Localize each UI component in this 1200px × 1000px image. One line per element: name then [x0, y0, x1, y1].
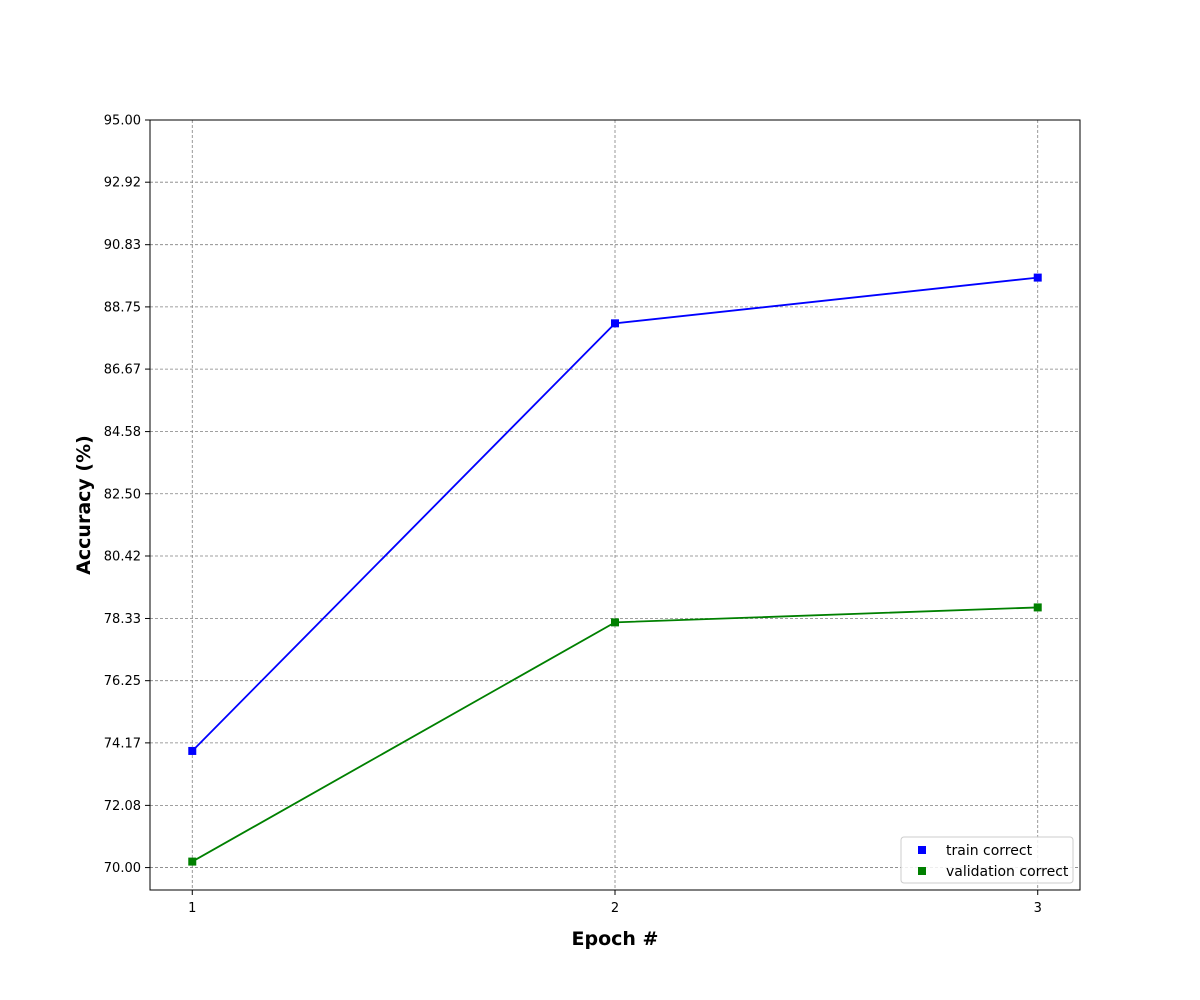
legend-item: train correct — [918, 843, 1033, 859]
data-point — [188, 857, 197, 866]
legend-marker — [918, 846, 926, 854]
x-tick-label: 2 — [611, 901, 619, 916]
y-tick-label: 76.25 — [104, 674, 141, 689]
series-1 — [188, 603, 1042, 866]
x-tick-label: 3 — [1034, 901, 1042, 916]
y-tick-label: 90.83 — [104, 238, 141, 253]
legend-item: validation correct — [918, 864, 1069, 880]
y-axis: 70.00 72.08 74.17 76.25 78.33 80.42 82.50 84.58… — [104, 114, 150, 876]
series-layer — [188, 273, 1042, 866]
legend-marker — [918, 867, 926, 875]
data-point — [611, 618, 619, 627]
legend-box — [900, 836, 1074, 884]
x-axis: 1 2 3 — [188, 890, 1042, 916]
legend: train correct validation correct — [900, 836, 1074, 884]
data-point — [1033, 273, 1042, 282]
data-point — [611, 319, 619, 328]
legend-label: validation correct — [946, 864, 1069, 880]
x-axis-label: Epoch # — [572, 928, 659, 950]
legend-label: train correct — [946, 843, 1033, 859]
y-tick-label: 92.92 — [104, 176, 141, 191]
y-tick-label: 88.75 — [104, 300, 141, 315]
y-tick-label: 86.67 — [104, 363, 141, 378]
y-axis-label: Accuracy (%) — [73, 435, 95, 575]
x-tick-label: 1 — [188, 901, 196, 916]
data-point — [1033, 603, 1042, 612]
data-point — [188, 746, 197, 755]
y-tick-label: 82.50 — [104, 487, 141, 502]
y-tick-label: 78.33 — [104, 612, 141, 627]
y-tick-label: 70.00 — [104, 861, 141, 876]
y-tick-label: 80.42 — [104, 549, 141, 564]
y-tick-label: 84.58 — [104, 425, 141, 440]
series-0 — [188, 273, 1042, 755]
y-tick-label: 95.00 — [104, 114, 141, 129]
y-tick-label: 72.08 — [104, 799, 141, 814]
y-tick-label: 74.17 — [104, 736, 141, 751]
